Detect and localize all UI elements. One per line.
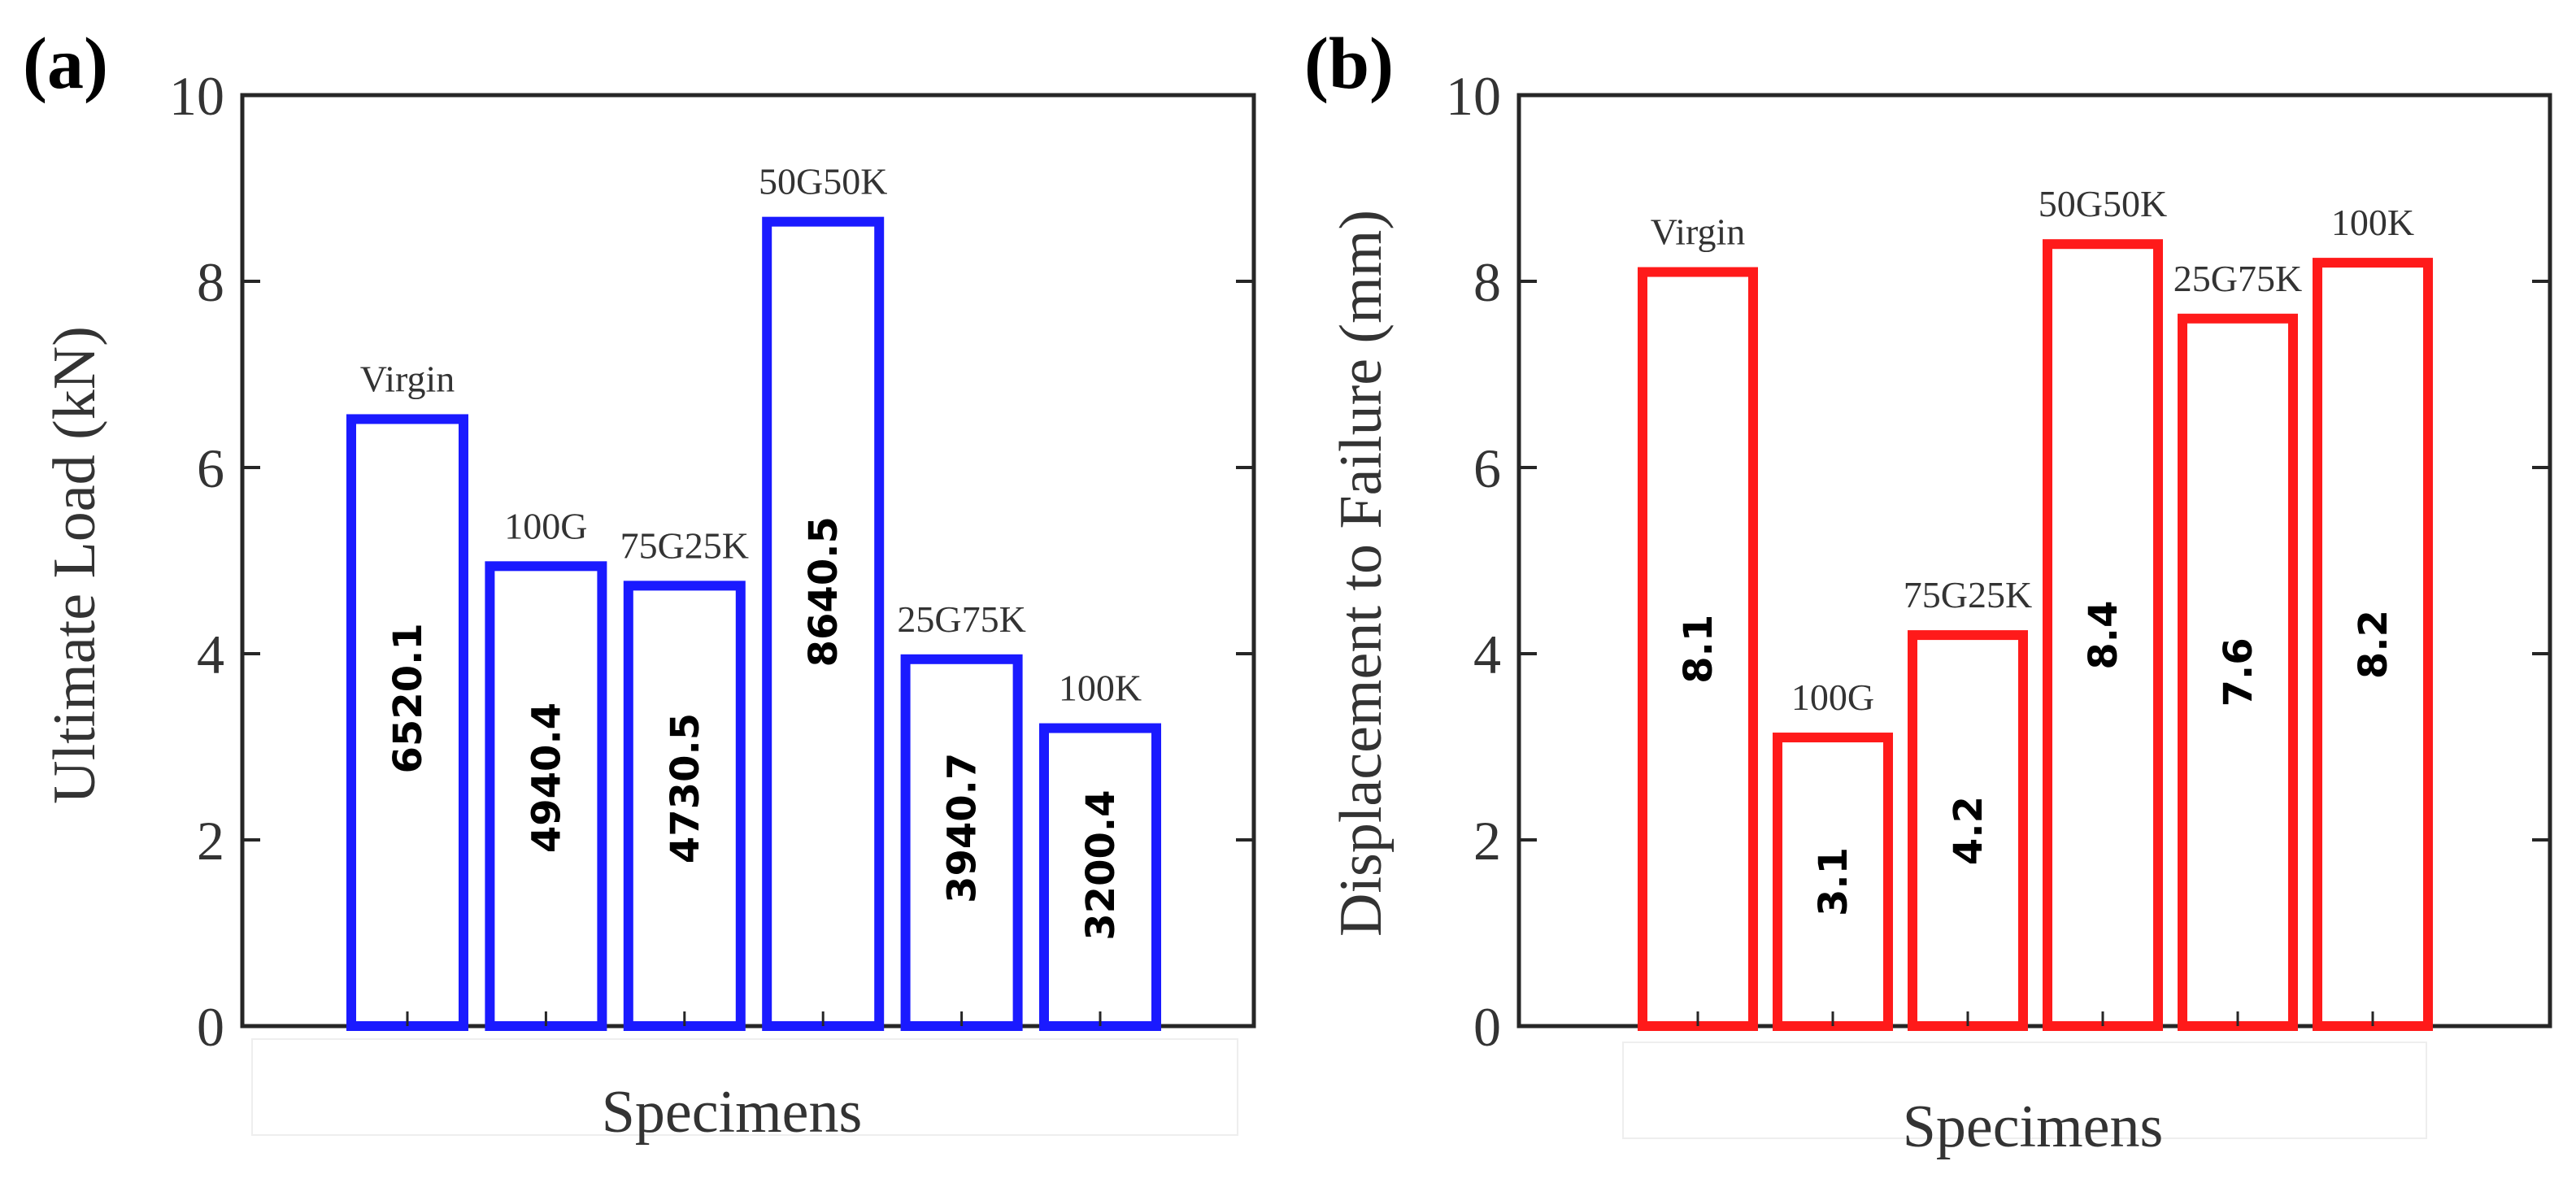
- panel-a-bar: [1039, 723, 1161, 1031]
- panel-b-ytick-label: 2: [1473, 810, 1501, 872]
- panel-b-category-label: Virgin: [1651, 211, 1746, 253]
- panel-b-ylabel: Displacement to Failure (mm): [1328, 210, 1395, 937]
- panel-a-bar: [900, 654, 1023, 1031]
- panel-a-letter: (a): [23, 24, 108, 104]
- panel-a-xlabel: Specimens: [602, 1079, 863, 1146]
- panel-b-ytick-label: 6: [1473, 437, 1501, 499]
- panel-b-letter: (b): [1304, 24, 1394, 104]
- panel-a-axes-box: [240, 93, 1256, 1029]
- panel-a-category-label: 75G25K: [620, 524, 749, 566]
- panel-b-bar: [2043, 239, 2163, 1031]
- panel-a-ytick-label: 8: [197, 251, 224, 313]
- panel-b-bar-value-label: 3.1: [1811, 847, 1856, 916]
- panel-a-ytick-label: 6: [197, 437, 224, 499]
- panel-a-ytick-label: 4: [197, 624, 224, 685]
- panel-a-bar-value-label: 4940.4: [524, 702, 569, 853]
- panel-a-category-label: 50G50K: [759, 161, 887, 202]
- panel-b-ytick-label: 0: [1473, 996, 1501, 1058]
- panel-a-category-label: 25G75K: [897, 598, 1025, 640]
- panel-b-ytick-label: 4: [1473, 624, 1501, 685]
- panel-b-bar-value-label: 8.4: [2081, 601, 2126, 670]
- panel-a-ylabel: Ultimate Load (kN): [41, 326, 108, 804]
- panel-b-bar-value-label: 8.2: [2351, 610, 2396, 679]
- panel-a-bar-value-label: 6520.1: [385, 623, 431, 773]
- panel-a-bar: [346, 414, 468, 1031]
- panel-b-bar-value-label: 8.1: [1676, 615, 1721, 684]
- panel-b-bar: [1773, 733, 1893, 1031]
- panel-b-bar-value-label: 4.2: [1946, 796, 1991, 865]
- panel-a-bar-value-label: 4730.5: [663, 713, 708, 863]
- panel-b-axes-box: [1516, 93, 2552, 1029]
- panel-a-ytick-label: 10: [169, 65, 224, 127]
- panel-b-bar-value-label: 7.6: [2216, 637, 2261, 707]
- panel-b-ytick-label: 10: [1446, 65, 1501, 127]
- panel-a-bar-value-label: 8640.5: [801, 516, 846, 667]
- panel-a: (a) 0 2 4 6 8 10 6520.1 Virgin 4940.4 100G 4730.5 7…: [23, 24, 1256, 1146]
- panel-b-bar: [2178, 313, 2298, 1031]
- panel-a-ytick-label: 2: [197, 810, 224, 872]
- panel-b-bar: [1908, 630, 2028, 1031]
- panel-b-category-label: 75G25K: [1904, 574, 2032, 615]
- panel-a-category-label: Virgin: [360, 358, 455, 399]
- panel-b-category-label: 100G: [1791, 676, 1874, 718]
- panel-b-category-label: 25G75K: [2174, 258, 2302, 299]
- panel-b-xlabel: Specimens: [1903, 1094, 2164, 1160]
- panel-b-plot: 0 2 4 6 8 10 8.1 Virgin 3.1 100G 4.2 75G25K 8.4 50G50…: [1446, 65, 2552, 1058]
- panel-a-ytick-label: 0: [197, 996, 224, 1058]
- panel-b-xlabel-box: [1622, 1042, 2427, 1139]
- panel-a-bar-value-label: 3940.7: [940, 753, 986, 903]
- panel-a-plot: 0 2 4 6 8 10 6520.1 Virgin 4940.4 100G 4730.5 75G25…: [169, 65, 1256, 1058]
- panel-b-category-label: 100K: [2331, 202, 2414, 243]
- panel-b-category-label: 50G50K: [2039, 183, 2167, 224]
- panel-a-category-label: 100G: [504, 505, 587, 546]
- panel-a-xlabel-box: [251, 1038, 1238, 1136]
- panel-a-bar-value-label: 3200.4: [1078, 790, 1124, 941]
- panel-a-category-label: 100K: [1059, 668, 1142, 709]
- panel-b-ytick-label: 8: [1473, 251, 1501, 313]
- panel-b: (b) 0 2 4 6 8 10 8.1 Virgin 3.1 100G 4.2 75G25K 8.4 5…: [1304, 24, 2552, 1160]
